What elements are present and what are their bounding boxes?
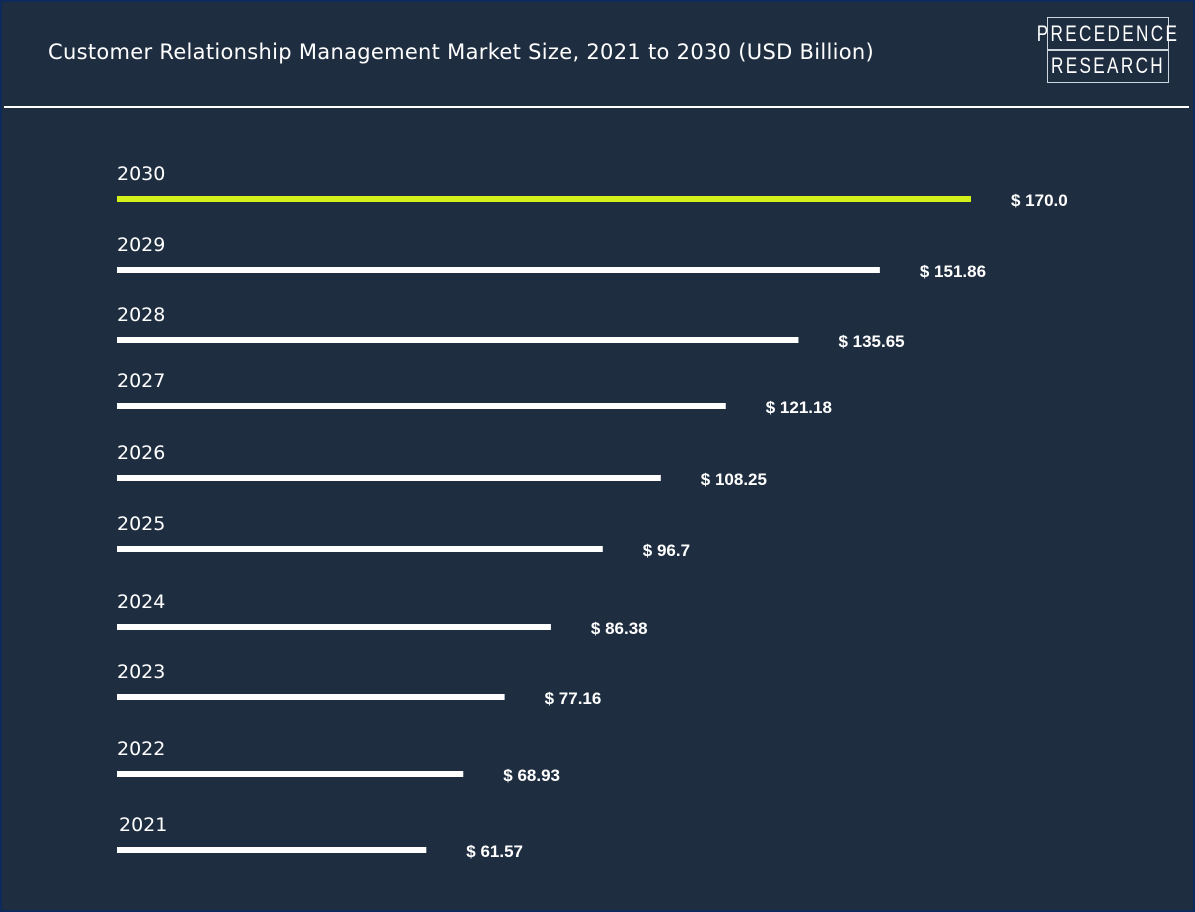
year-label-2026: 2026 [117, 442, 165, 464]
logo-divider [1048, 49, 1168, 51]
chart-title: Customer Relationship Management Market … [48, 40, 875, 64]
year-label-2021: 2021 [119, 814, 167, 836]
year-label-2023: 2023 [117, 661, 165, 683]
year-label-2022: 2022 [117, 738, 165, 760]
precedence-research-logo: PRECEDENCE RESEARCH [1037, 17, 1177, 83]
value-label-2023: $ 77.16 [545, 689, 602, 708]
bar-2024 [117, 624, 551, 630]
value-label-2024: $ 86.38 [591, 619, 648, 638]
value-label-2021: $ 61.57 [466, 842, 523, 861]
value-label-2030: $ 170.0 [1011, 191, 1068, 210]
value-label-2028: $ 135.65 [838, 332, 904, 351]
bar-2030 [117, 196, 971, 202]
bar-2022 [117, 771, 464, 777]
year-label-2025: 2025 [117, 513, 165, 535]
bar-2021 [117, 847, 427, 853]
logo-line-2: RESEARCH [1050, 53, 1166, 79]
value-label-2029: $ 151.86 [920, 262, 986, 281]
year-label-2024: 2024 [117, 591, 165, 613]
year-label-2027: 2027 [117, 370, 165, 392]
bar-2029 [117, 267, 880, 273]
value-label-2026: $ 108.25 [701, 470, 767, 489]
year-label-2030: 2030 [117, 163, 165, 185]
value-label-2025: $ 96.7 [643, 541, 690, 560]
bar-2028 [117, 337, 799, 343]
bar-2026 [117, 475, 661, 481]
value-label-2027: $ 121.18 [766, 398, 832, 417]
bar-2023 [117, 694, 505, 700]
year-label-2029: 2029 [117, 234, 165, 256]
bar-2025 [117, 546, 603, 552]
year-label-2028: 2028 [117, 304, 165, 326]
value-label-2022: $ 68.93 [503, 766, 560, 785]
header-divider [4, 106, 1189, 108]
bar-2027 [117, 403, 726, 409]
